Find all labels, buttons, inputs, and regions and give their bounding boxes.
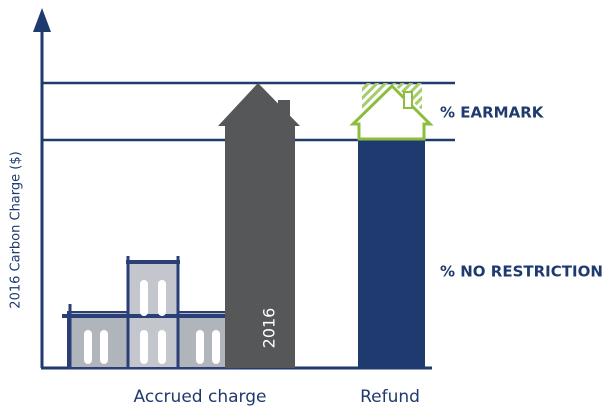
y-axis-arrow [33,8,51,32]
chimney [404,92,412,108]
diagram: 2016 % EARMARK % NO RESTRICTION Accrued … [0,0,607,410]
no-restriction-label: % NO RESTRICTION [440,263,603,281]
x-label: Accrued charge [134,387,267,407]
x-label: Refund [360,387,420,407]
building [62,256,244,368]
earmark-label: % EARMARK [440,104,545,122]
house-label: 2016 [260,308,279,349]
refund-bar [358,140,425,368]
y-axis-label: 2016 Carbon Charge ($) [9,151,24,308]
hatch-left [362,83,392,110]
